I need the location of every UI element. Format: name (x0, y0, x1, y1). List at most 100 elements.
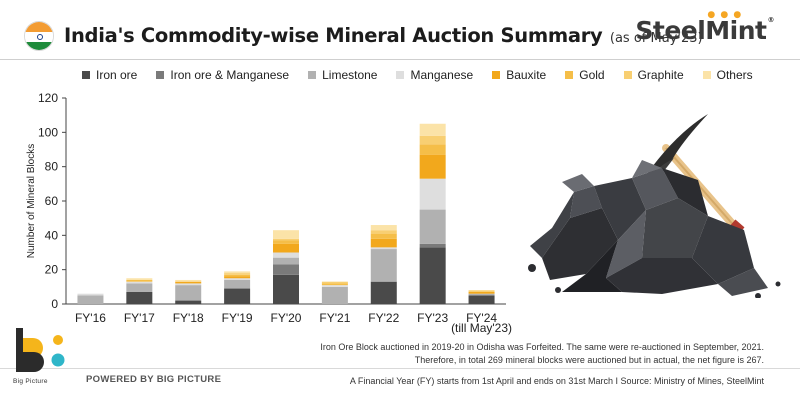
bar-segment-manganese-fy-20 (273, 252, 299, 258)
bar-segment-bauxite-fy-19 (224, 276, 251, 279)
bar-segment-others-fy-17 (126, 278, 153, 280)
bar-segment-iron-ore-fy-17 (126, 291, 153, 304)
legend-item-graphite: Graphite (623, 68, 684, 82)
powered-by-label: POWERED BY BIG PICTURE (86, 374, 222, 385)
page-title-line: India's Commodity-wise Mineral Auction S… (64, 24, 703, 47)
legend-swatch (82, 71, 90, 79)
legend-item-others: Others (702, 68, 753, 82)
bar-segment-bauxite-fy-22 (370, 238, 397, 248)
bar-segment-gold-fy-21 (321, 283, 348, 286)
x-tick-label: FY'19 (222, 311, 253, 325)
x-tick-label: FY'16 (75, 311, 106, 325)
bar-segment-graphite-fy-20 (273, 238, 299, 241)
legend-label: Others (716, 68, 753, 82)
y-axis-label: Number of Mineral Blocks (26, 144, 37, 258)
page-subtitle: (as of May'23) (609, 31, 703, 46)
y-tick-label: 20 (45, 263, 59, 277)
bar-segment-others-fy-18 (175, 279, 202, 282)
legend-swatch (565, 71, 574, 79)
chart-legend: Iron ore Iron ore & Manganese Limestone Man… (82, 68, 753, 82)
big-picture-label: Big Picture (13, 378, 48, 385)
brand-name: SteelMint (635, 16, 767, 45)
bar-segment-bauxite-fy-24 (468, 291, 495, 294)
legend-label: Gold (579, 68, 605, 82)
brand-dots-icon: ● ● ● (707, 10, 743, 20)
bar-segment-limestone-fy-16 (77, 295, 104, 304)
bar-segment-graphite-fy-19 (224, 273, 251, 275)
legend-item-iron-ore: Iron ore (82, 68, 137, 82)
bar-segment-manganese-fy-23 (419, 178, 446, 210)
y-tick-label: 80 (45, 160, 59, 174)
bar-segment-iron-ore-and-manganese-fy-20 (273, 264, 299, 275)
x-tick-label: FY'23 (417, 311, 448, 325)
bar-segment-limestone-fy-23 (419, 209, 446, 244)
bar-segment-limestone-fy-22 (370, 249, 397, 282)
legend-label: Iron ore & Manganese (170, 68, 290, 82)
bar-segment-gold-fy-20 (273, 240, 299, 244)
india-flag-icon (24, 21, 54, 51)
x-tick-label: FY'18 (173, 311, 204, 325)
bar-segment-gold-fy-17 (126, 279, 153, 282)
bar-segment-bauxite-fy-18 (175, 281, 202, 284)
legend-label: Manganese (410, 68, 474, 82)
bar-segment-gold-fy-22 (370, 233, 397, 239)
footer-divider (0, 368, 800, 369)
legend-item-iron-ore-and-manganese: Iron ore & Manganese (156, 68, 289, 82)
page-title: India's Commodity-wise Mineral Auction S… (64, 24, 603, 47)
brand-logo: ● ● ● SteelMint® (635, 10, 775, 45)
bar-segment-others-fy-23 (419, 123, 446, 136)
coal-pile-icon (528, 160, 781, 298)
y-tick-label: 0 (51, 297, 58, 311)
bar-segment-iron-ore-fy-18 (175, 300, 202, 304)
source-note: A Financial Year (FY) starts from 1st Ap… (349, 376, 764, 386)
legend-swatch (702, 71, 711, 79)
legend-label: Iron ore (96, 68, 138, 82)
bar-segment-bauxite-fy-20 (273, 243, 299, 253)
y-tick-label: 120 (38, 91, 58, 105)
legend-label: Bauxite (506, 68, 547, 82)
bar-segment-gold-fy-23 (419, 144, 446, 155)
x-tick-label: FY'20 (271, 311, 302, 325)
x-tick-label: FY'22 (368, 311, 399, 325)
legend-swatch (308, 71, 317, 79)
legend-item-bauxite: Bauxite (492, 68, 546, 82)
legend-swatch (492, 71, 501, 79)
bar-segment-manganese-fy-18 (175, 283, 202, 286)
bar-segment-iron-ore-fy-20 (273, 274, 299, 304)
bar-segment-others-fy-22 (370, 225, 397, 231)
y-tick-label: 40 (45, 228, 59, 242)
x-tick-label: FY'24 (466, 311, 497, 325)
y-tick-label: 100 (38, 125, 58, 139)
bar-segment-graphite-fy-21 (321, 281, 348, 284)
legend-item-manganese: Manganese (396, 68, 473, 82)
x-tick-label: FY'17 (124, 311, 155, 325)
bar-segment-bauxite-fy-23 (419, 154, 446, 179)
bar-segment-manganese-fy-19 (224, 278, 251, 280)
bar-segment-limestone-fy-19 (224, 279, 251, 289)
bar-segment-gold-fy-19 (224, 274, 251, 277)
bar-segment-manganese-fy-22 (370, 247, 397, 250)
bar-segment-manganese-fy-17 (126, 281, 153, 284)
legend-swatch (156, 71, 165, 79)
bar-segment-iron-ore-fy-19 (224, 288, 251, 304)
y-tick-label: 60 (45, 194, 59, 208)
bar-segment-graphite-fy-22 (370, 230, 397, 234)
legend-label: Graphite (637, 68, 684, 82)
forfeit-note: Iron Ore Block auctioned in 2019-20 in O… (320, 342, 764, 365)
bar-segment-others-fy-19 (224, 271, 251, 274)
bar-segment-iron-ore-fy-22 (370, 281, 397, 304)
bar-segment-others-fy-20 (273, 230, 299, 239)
bar-segment-limestone-fy-24 (468, 293, 495, 296)
x-tick-note: (till May'23) (451, 321, 512, 335)
brand-registered-mark: ® (767, 16, 775, 24)
bar-segment-iron-ore-and-manganese-fy-23 (419, 243, 446, 248)
bar-segment-limestone-fy-21 (321, 286, 348, 304)
bar-segment-graphite-fy-24 (468, 290, 495, 292)
legend-swatch (396, 71, 405, 79)
bar-segment-graphite-fy-23 (419, 135, 446, 145)
bar-segment-limestone-fy-20 (273, 257, 299, 265)
legend-item-gold: Gold (565, 68, 605, 82)
bar-segment-limestone-fy-17 (126, 283, 153, 292)
bar-segment-iron-ore-fy-24 (468, 295, 495, 304)
legend-item-limestone: Limestone (308, 68, 377, 82)
